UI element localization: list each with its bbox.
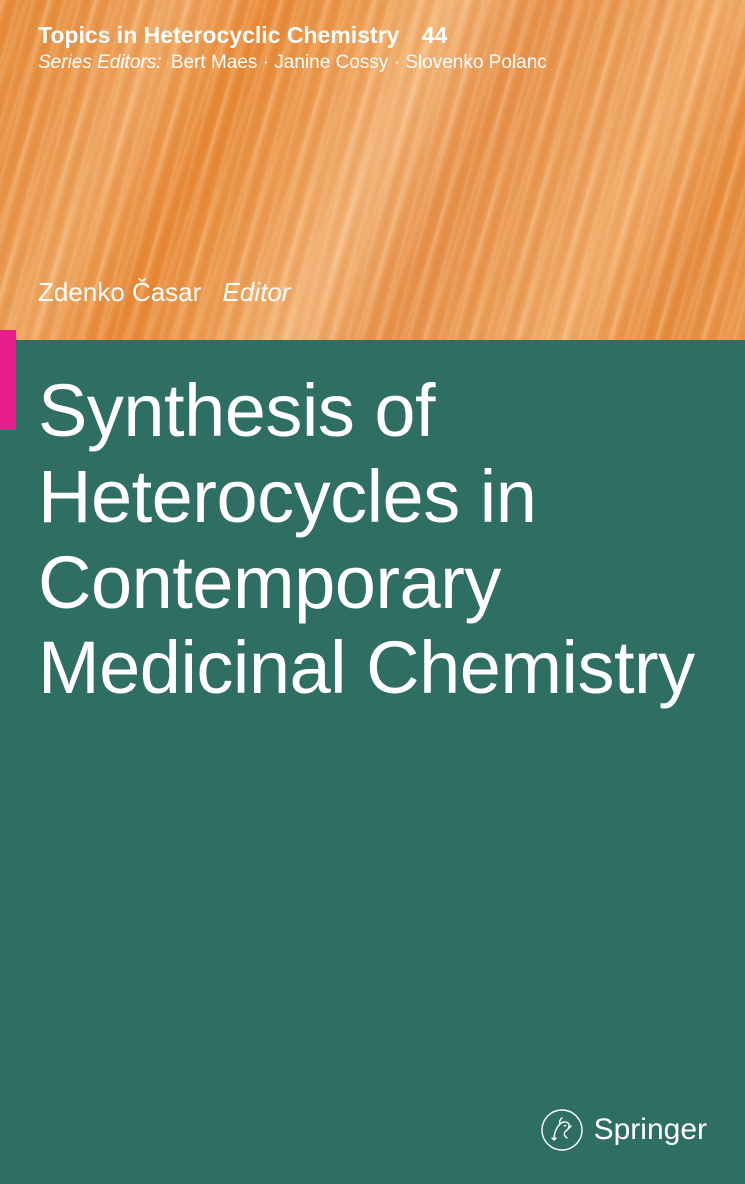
editor-credit: Zdenko Časar Editor (38, 277, 290, 308)
top-banner: Topics in Heterocyclic Chemistry 44 Seri… (0, 0, 745, 340)
book-title: Synthesis of Heterocycles in Contemporar… (38, 368, 705, 711)
series-editors-label: Series Editors: (38, 52, 162, 73)
accent-tab (0, 330, 16, 430)
publisher-block: Springer (540, 1108, 707, 1152)
book-cover: Topics in Heterocyclic Chemistry 44 Seri… (0, 0, 745, 1184)
editor-name: Zdenko Časar (38, 277, 201, 307)
bottom-panel: Synthesis of Heterocycles in Contemporar… (0, 340, 745, 1184)
springer-horse-icon (540, 1108, 584, 1152)
series-name: Topics in Heterocyclic Chemistry (38, 22, 399, 48)
series-editors-names: Bert Maes · Janine Cossy · Slovenko Pola… (171, 52, 547, 73)
editor-role: Editor (223, 277, 291, 307)
series-volume: 44 (422, 22, 448, 48)
series-line: Topics in Heterocyclic Chemistry 44 (38, 22, 447, 49)
series-editors-line: Series Editors: Bert Maes · Janine Cossy… (38, 52, 547, 74)
publisher-name: Springer (594, 1113, 707, 1147)
